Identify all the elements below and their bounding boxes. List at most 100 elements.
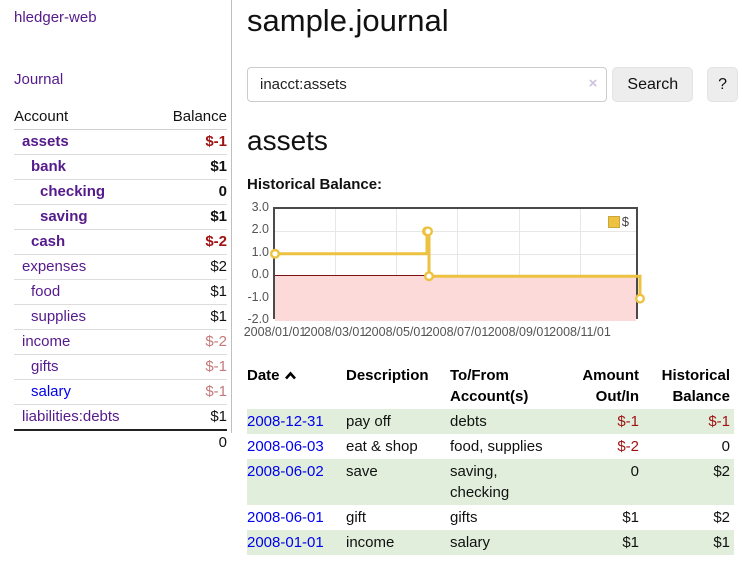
transaction-date-link[interactable]: 2008-06-02 — [247, 463, 324, 480]
transaction-row: 2008-06-01 gift gifts $1 $2 — [247, 505, 734, 530]
data-point-marker — [635, 293, 646, 304]
account-row: salary $-1 — [14, 379, 227, 405]
transaction-row: 2008-06-02 save saving, checking 0 $2 — [247, 459, 734, 505]
register-table: Date Description To/From Account(s) Amou… — [247, 363, 734, 555]
account-link-checking[interactable]: checking — [40, 183, 106, 200]
register-col-date[interactable]: Date — [247, 363, 346, 409]
account-balance: $-1 — [154, 379, 227, 405]
page-title: sample.journal — [247, 3, 449, 38]
account-link-assets[interactable]: assets — [22, 133, 69, 150]
transaction-balance: $2 — [643, 459, 734, 505]
help-button[interactable]: ? — [707, 67, 738, 102]
x-axis-tick-label: 2008/03/01 — [303, 325, 367, 339]
account-balance: $-1 — [154, 354, 227, 380]
gridline — [457, 209, 458, 317]
y-axis-tick-label: -1.0 — [247, 289, 269, 304]
gridline — [396, 209, 397, 317]
search-input[interactable] — [247, 67, 608, 102]
x-axis-tick-label: 2008/09/01 — [487, 325, 551, 339]
register-col-description: Description — [346, 367, 429, 384]
account-link-supplies[interactable]: supplies — [31, 308, 87, 325]
account-balance: $-2 — [154, 329, 227, 355]
x-axis-tick-label: 2008/07/01 — [425, 325, 489, 339]
account-balance: $2 — [154, 254, 227, 280]
transaction-accounts: food, supplies — [450, 438, 543, 455]
account-link-food[interactable]: food — [31, 283, 61, 300]
transaction-accounts: gifts — [450, 509, 478, 526]
register-col-date-label: Date — [247, 367, 280, 384]
chart-title: Historical Balance: — [247, 176, 383, 193]
account-row: expenses $2 — [14, 254, 227, 280]
data-point-marker — [423, 271, 434, 282]
register-col-amount: Amount Out/In — [582, 367, 639, 405]
transaction-date-link[interactable]: 2008-06-03 — [247, 438, 324, 455]
account-row: income $-2 — [14, 329, 227, 355]
data-point-marker — [270, 248, 280, 259]
clear-search-icon[interactable]: × — [588, 75, 598, 92]
accounts-table: Account Balance assets $-1 bank $1 check… — [14, 105, 227, 455]
account-link-salary[interactable]: salary — [31, 383, 72, 400]
negative-region — [275, 276, 636, 321]
register-col-accounts: To/From Account(s) — [450, 367, 529, 405]
account-link-gifts[interactable]: gifts — [31, 358, 59, 375]
gridline — [580, 209, 581, 317]
accounts-header-row: Account Balance — [14, 105, 227, 130]
transaction-amount: $1 — [622, 509, 639, 526]
search-input-wrap: × — [247, 67, 608, 102]
account-link-saving[interactable]: saving — [40, 208, 88, 225]
transaction-balance: 0 — [721, 438, 730, 455]
transaction-date-link[interactable]: 2008-06-01 — [247, 509, 324, 526]
transaction-description: save — [346, 459, 450, 505]
transaction-amount: $-2 — [617, 438, 639, 455]
y-axis-tick-label: 1.0 — [251, 244, 269, 259]
account-row: bank $1 — [14, 154, 227, 180]
y-axis-tick-label: -2.0 — [247, 312, 269, 326]
gridline — [519, 209, 520, 317]
account-balance: $-1 — [154, 129, 227, 155]
account-link-cash[interactable]: cash — [31, 233, 66, 250]
transaction-amount: 0 — [560, 459, 643, 505]
account-balance: $1 — [154, 154, 227, 180]
transaction-row: 2008-01-01 income salary $1 $1 — [247, 530, 734, 555]
transaction-accounts: salary — [450, 530, 560, 555]
account-balance: $1 — [154, 279, 227, 305]
transaction-row: 2008-12-31 pay off debts $-1 $-1 — [247, 409, 734, 434]
account-row: gifts $-1 — [14, 354, 227, 380]
account-balance: $1 — [154, 304, 227, 330]
account-link-income[interactable]: income — [22, 333, 71, 350]
legend-swatch-icon — [607, 215, 620, 228]
account-link-bank[interactable]: bank — [31, 158, 67, 175]
search-form: × Search ? — [247, 67, 738, 102]
register-header-row: Date Description To/From Account(s) Amou… — [247, 363, 734, 409]
sidebar-item-journal[interactable]: Journal — [14, 71, 64, 88]
transaction-amount: $-1 — [560, 409, 643, 434]
transaction-description: gift — [346, 509, 367, 526]
search-button[interactable]: Search — [612, 67, 694, 102]
app-title-link[interactable]: hledger-web — [14, 9, 97, 26]
account-balance: $1 — [154, 404, 227, 431]
main-content: sample.journal × Search ? assets Histori… — [244, 0, 738, 555]
account-row: liabilities:debts $1 — [14, 404, 227, 431]
account-row: supplies $1 — [14, 304, 227, 330]
account-balance: 0 — [154, 179, 227, 205]
gridline — [275, 253, 636, 255]
balance-series-line — [270, 226, 646, 304]
transaction-row: 2008-06-03 eat & shop food, supplies $-2… — [247, 434, 734, 459]
transaction-balance: $2 — [713, 509, 730, 526]
sidebar: hledger-web Journal Account Balance asse… — [0, 0, 232, 455]
account-heading: assets — [247, 125, 328, 156]
account-link-liabilities-debts[interactable]: liabilities:debts — [22, 408, 120, 425]
y-axis-tick-label: 2.0 — [251, 222, 269, 237]
register-col-balance: Historical Balance — [661, 367, 730, 405]
transaction-accounts: saving, checking — [450, 459, 560, 505]
transaction-description: eat & shop — [346, 438, 418, 455]
account-balance: $1 — [154, 204, 227, 230]
account-link-expenses[interactable]: expenses — [22, 258, 87, 275]
account-row: checking 0 — [14, 179, 227, 205]
account-row: saving $1 — [14, 204, 227, 230]
gridline — [275, 231, 636, 233]
transaction-date-link[interactable]: 2008-12-31 — [247, 413, 324, 430]
y-axis-tick-label: 0.0 — [251, 267, 269, 282]
transaction-date-link[interactable]: 2008-01-01 — [247, 534, 324, 551]
transaction-balance: $-1 — [643, 409, 734, 434]
